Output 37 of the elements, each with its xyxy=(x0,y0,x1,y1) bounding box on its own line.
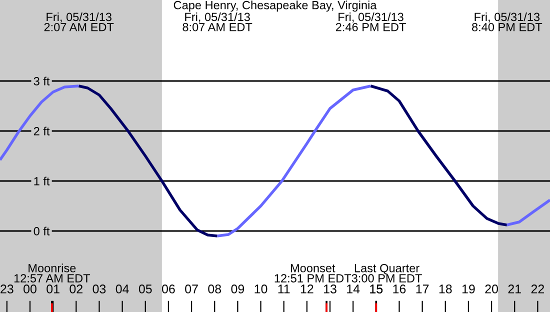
y-tick-label: 3 ft xyxy=(34,76,50,86)
x-tick-label: 04 xyxy=(116,284,129,294)
x-tick-label: 10 xyxy=(254,284,268,294)
chart-title: Cape Henry, Chesapeake Bay, Virginia xyxy=(174,0,377,12)
x-tick-label: 23 xyxy=(0,284,14,294)
x-tick-label: 21 xyxy=(508,284,521,294)
x-tick-label: 20 xyxy=(485,284,498,294)
x-tick-label: 03 xyxy=(92,284,106,294)
x-tick-label: 08 xyxy=(208,284,222,294)
x-tick-label: 13 xyxy=(324,284,336,294)
x-tick-label: 16 xyxy=(393,284,406,294)
annotation: Moonrise 12:57 AM EDT xyxy=(14,264,90,282)
x-tick-label: 15 xyxy=(370,284,383,294)
y-tick-label: 0 ft xyxy=(34,226,50,236)
annotation: Moonset 12:51 PM EDT xyxy=(274,264,352,282)
annotation: Fri, 05/31/13 2:07 AM EDT xyxy=(44,12,114,32)
annotation: Fri, 05/31/13 8:07 AM EDT xyxy=(182,12,252,32)
x-tick-label: 17 xyxy=(416,284,429,294)
x-tick-label: 18 xyxy=(439,284,452,294)
x-tick-label: 05 xyxy=(138,284,152,294)
x-tick-label: 06 xyxy=(162,284,175,294)
x-tick-label: 19 xyxy=(462,284,475,294)
x-tick-label: 14 xyxy=(347,284,360,294)
line-series xyxy=(506,198,550,226)
y-tick-label: 1 ft xyxy=(34,176,50,186)
annotation: Last Quarter 3:00 PM EDT xyxy=(352,264,422,282)
x-tick-label: 02 xyxy=(70,284,82,294)
annotation: Fri, 05/31/13 8:40 PM EDT xyxy=(472,12,542,32)
x-tick-label: 07 xyxy=(185,284,198,294)
annotation: Fri, 05/31/13 2:46 PM EDT xyxy=(336,12,406,32)
y-tick-label: 2 ft xyxy=(34,126,50,136)
x-tick-label: 01 xyxy=(46,284,60,294)
x-tick-label: 11 xyxy=(278,284,290,294)
x-tick-label: 12 xyxy=(300,284,314,294)
x-tick-label: 09 xyxy=(231,284,244,294)
x-tick-label: 22 xyxy=(531,284,544,294)
x-tick-label: 00 xyxy=(24,284,36,294)
